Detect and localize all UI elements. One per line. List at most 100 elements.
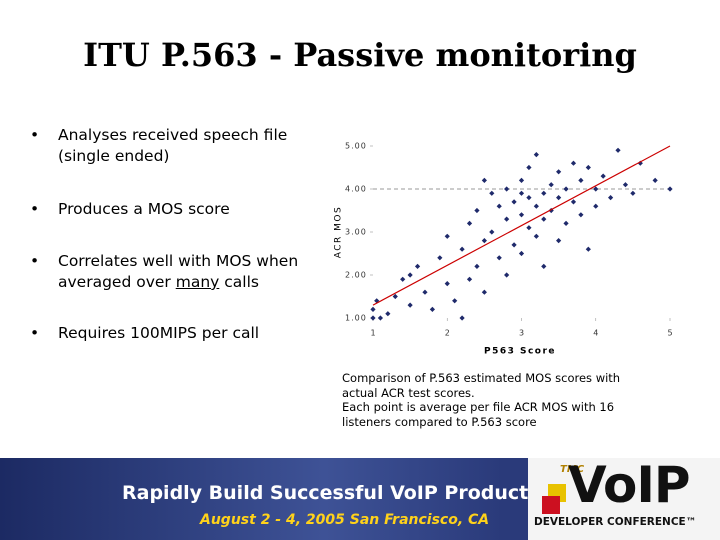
data-point bbox=[466, 276, 473, 282]
data-point bbox=[563, 186, 569, 192]
data-point bbox=[615, 147, 621, 153]
bullet-text: Produces a MOS score bbox=[58, 200, 230, 218]
data-point bbox=[489, 229, 495, 235]
data-point bbox=[526, 195, 532, 201]
x-tick-label: 2 bbox=[445, 329, 450, 338]
data-point bbox=[570, 199, 577, 205]
data-point bbox=[504, 216, 510, 222]
data-point bbox=[526, 164, 532, 171]
logo-panel: TMC VoIP DEVELOPER CONFERENCE™ bbox=[528, 456, 720, 540]
x-tick-label: 4 bbox=[593, 329, 598, 338]
data-point bbox=[474, 207, 480, 214]
data-point bbox=[533, 233, 539, 239]
data-point bbox=[370, 306, 376, 312]
data-point bbox=[407, 302, 413, 308]
data-point bbox=[518, 190, 525, 196]
data-point bbox=[489, 190, 495, 196]
data-point bbox=[518, 212, 525, 218]
data-point bbox=[548, 182, 554, 188]
data-point bbox=[496, 203, 502, 209]
data-point bbox=[466, 220, 473, 226]
x-tick-label: 1 bbox=[370, 329, 375, 338]
y-tick-label: 5.00 bbox=[345, 142, 367, 151]
data-point bbox=[541, 190, 547, 196]
data-point bbox=[518, 177, 525, 183]
data-point bbox=[600, 173, 606, 179]
data-point bbox=[533, 203, 539, 209]
data-point bbox=[459, 246, 465, 252]
data-point bbox=[504, 272, 510, 278]
banner-dates: August 2 - 4, 2005 San Francisco, CA bbox=[200, 512, 490, 528]
data-point bbox=[377, 315, 384, 321]
slide-title: ITU P.563 - Passive monitoring bbox=[83, 36, 637, 74]
data-point bbox=[422, 289, 428, 295]
data-point bbox=[429, 306, 435, 312]
data-point bbox=[511, 199, 517, 205]
data-point bbox=[630, 190, 636, 196]
data-point bbox=[481, 289, 487, 295]
x-axis-label: P563 Score bbox=[484, 347, 556, 357]
data-point bbox=[481, 177, 487, 183]
banner: Rapidly Build Successful VoIP Products A… bbox=[0, 456, 720, 540]
caption-line: Each point is average per file ACR MOS w… bbox=[342, 400, 615, 429]
data-point bbox=[437, 255, 443, 261]
bullet-text: calls bbox=[219, 273, 259, 291]
data-point bbox=[459, 315, 465, 321]
data-point bbox=[407, 272, 413, 278]
data-point bbox=[504, 186, 510, 192]
data-point bbox=[541, 263, 547, 269]
logo-text: VoIP bbox=[568, 456, 691, 514]
y-tick-label: 4.00 bbox=[345, 185, 367, 194]
data-point bbox=[541, 216, 547, 222]
data-point bbox=[608, 195, 614, 201]
data-point bbox=[578, 212, 584, 218]
caption-line: Comparison of P.563 estimated MOS scores… bbox=[342, 371, 621, 400]
data-point bbox=[526, 225, 532, 231]
data-point bbox=[400, 276, 406, 282]
data-point bbox=[585, 164, 591, 171]
data-point bbox=[370, 315, 376, 321]
data-point bbox=[481, 238, 487, 244]
x-tick-label: 5 bbox=[667, 329, 672, 338]
data-point bbox=[556, 238, 562, 244]
data-point bbox=[452, 298, 458, 304]
data-point bbox=[667, 186, 673, 192]
data-point bbox=[585, 246, 591, 252]
bullet-text: Correlates well with MOS when averaged o… bbox=[58, 252, 299, 291]
y-tick-label: 2.00 bbox=[345, 271, 367, 280]
data-point bbox=[556, 169, 562, 175]
data-point bbox=[392, 293, 398, 300]
data-point bbox=[593, 186, 599, 192]
logo-brand: TMC bbox=[560, 464, 585, 475]
chart: P563 Score ACR MOS 1.00 2.00 3.00 4.00 5.00 1… bbox=[334, 142, 673, 357]
x-tick-label: 3 bbox=[519, 329, 524, 338]
bullet-emphasis: many bbox=[175, 273, 220, 291]
fit-line bbox=[372, 145, 671, 306]
data-point bbox=[518, 250, 525, 257]
banner-headline: Rapidly Build Successful VoIP Products bbox=[122, 482, 540, 504]
data-point bbox=[578, 177, 584, 183]
y-tick-label: 3.00 bbox=[345, 228, 367, 237]
data-point bbox=[444, 281, 450, 287]
data-point bbox=[474, 263, 480, 269]
y-tick-label: 1.00 bbox=[345, 314, 367, 323]
data-point bbox=[374, 298, 380, 304]
data-point bbox=[556, 195, 562, 201]
data-point bbox=[622, 182, 629, 188]
data-point bbox=[496, 255, 502, 261]
caption: Comparison of P.563 estimated MOS scores… bbox=[342, 371, 652, 429]
data-point bbox=[511, 242, 517, 248]
data-point bbox=[593, 203, 599, 209]
data-point bbox=[652, 177, 658, 183]
data-point bbox=[444, 233, 450, 239]
data-point bbox=[570, 160, 577, 166]
logo-subtitle: DEVELOPER CONFERENCE™ bbox=[534, 516, 697, 528]
data-point bbox=[563, 220, 569, 226]
logo-block bbox=[542, 496, 560, 514]
data-point bbox=[533, 152, 539, 158]
data-point bbox=[414, 263, 421, 269]
data-point bbox=[637, 160, 643, 166]
bullet-text: Analyses received speech file (single en… bbox=[58, 126, 288, 165]
data-point bbox=[385, 311, 391, 317]
